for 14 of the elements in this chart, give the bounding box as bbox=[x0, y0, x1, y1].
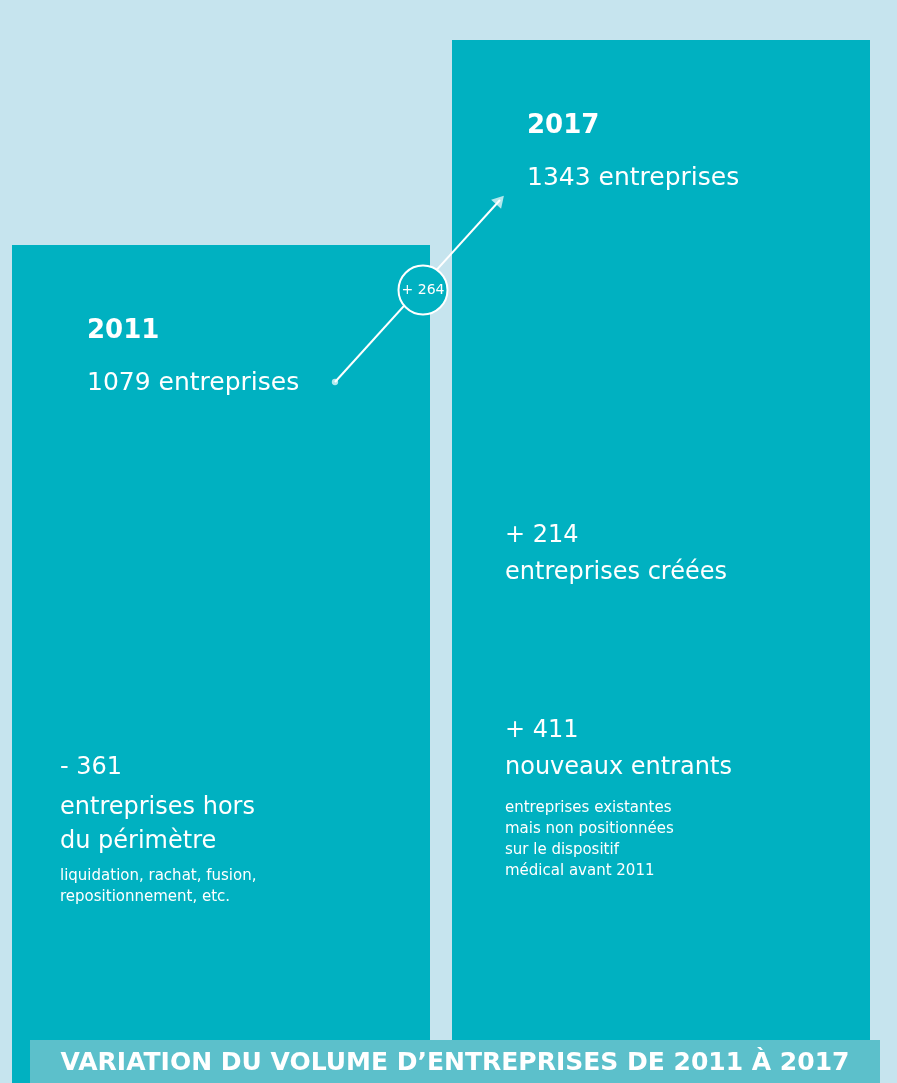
annotation: nouveaux entrants bbox=[505, 752, 732, 780]
annotation: entreprises existantes mais non positionnées sur le dispositif médical avant 2011 bbox=[505, 798, 674, 879]
annotation: + 264 bbox=[401, 281, 445, 297]
text: VARIATION DU VOLUME D’ENTREPRISES DE 2011 À 2017 bbox=[60, 1047, 850, 1076]
annotation: entreprises hors du périmètre bbox=[60, 792, 255, 854]
annotation: - 361 bbox=[60, 752, 123, 780]
annotation: + 214 bbox=[505, 520, 579, 548]
x-tick-label: 2011 bbox=[87, 314, 160, 345]
annotation: + 411 bbox=[505, 715, 579, 743]
annotation: entreprises créées bbox=[505, 557, 727, 585]
annotation: liquidation, rachat, fusion, repositionnement, etc. bbox=[60, 866, 257, 905]
data-label: 1343 entreprises bbox=[527, 162, 740, 191]
x-tick-label: 2017 bbox=[527, 109, 600, 139]
data-label: 1079 entreprises bbox=[87, 367, 300, 397]
